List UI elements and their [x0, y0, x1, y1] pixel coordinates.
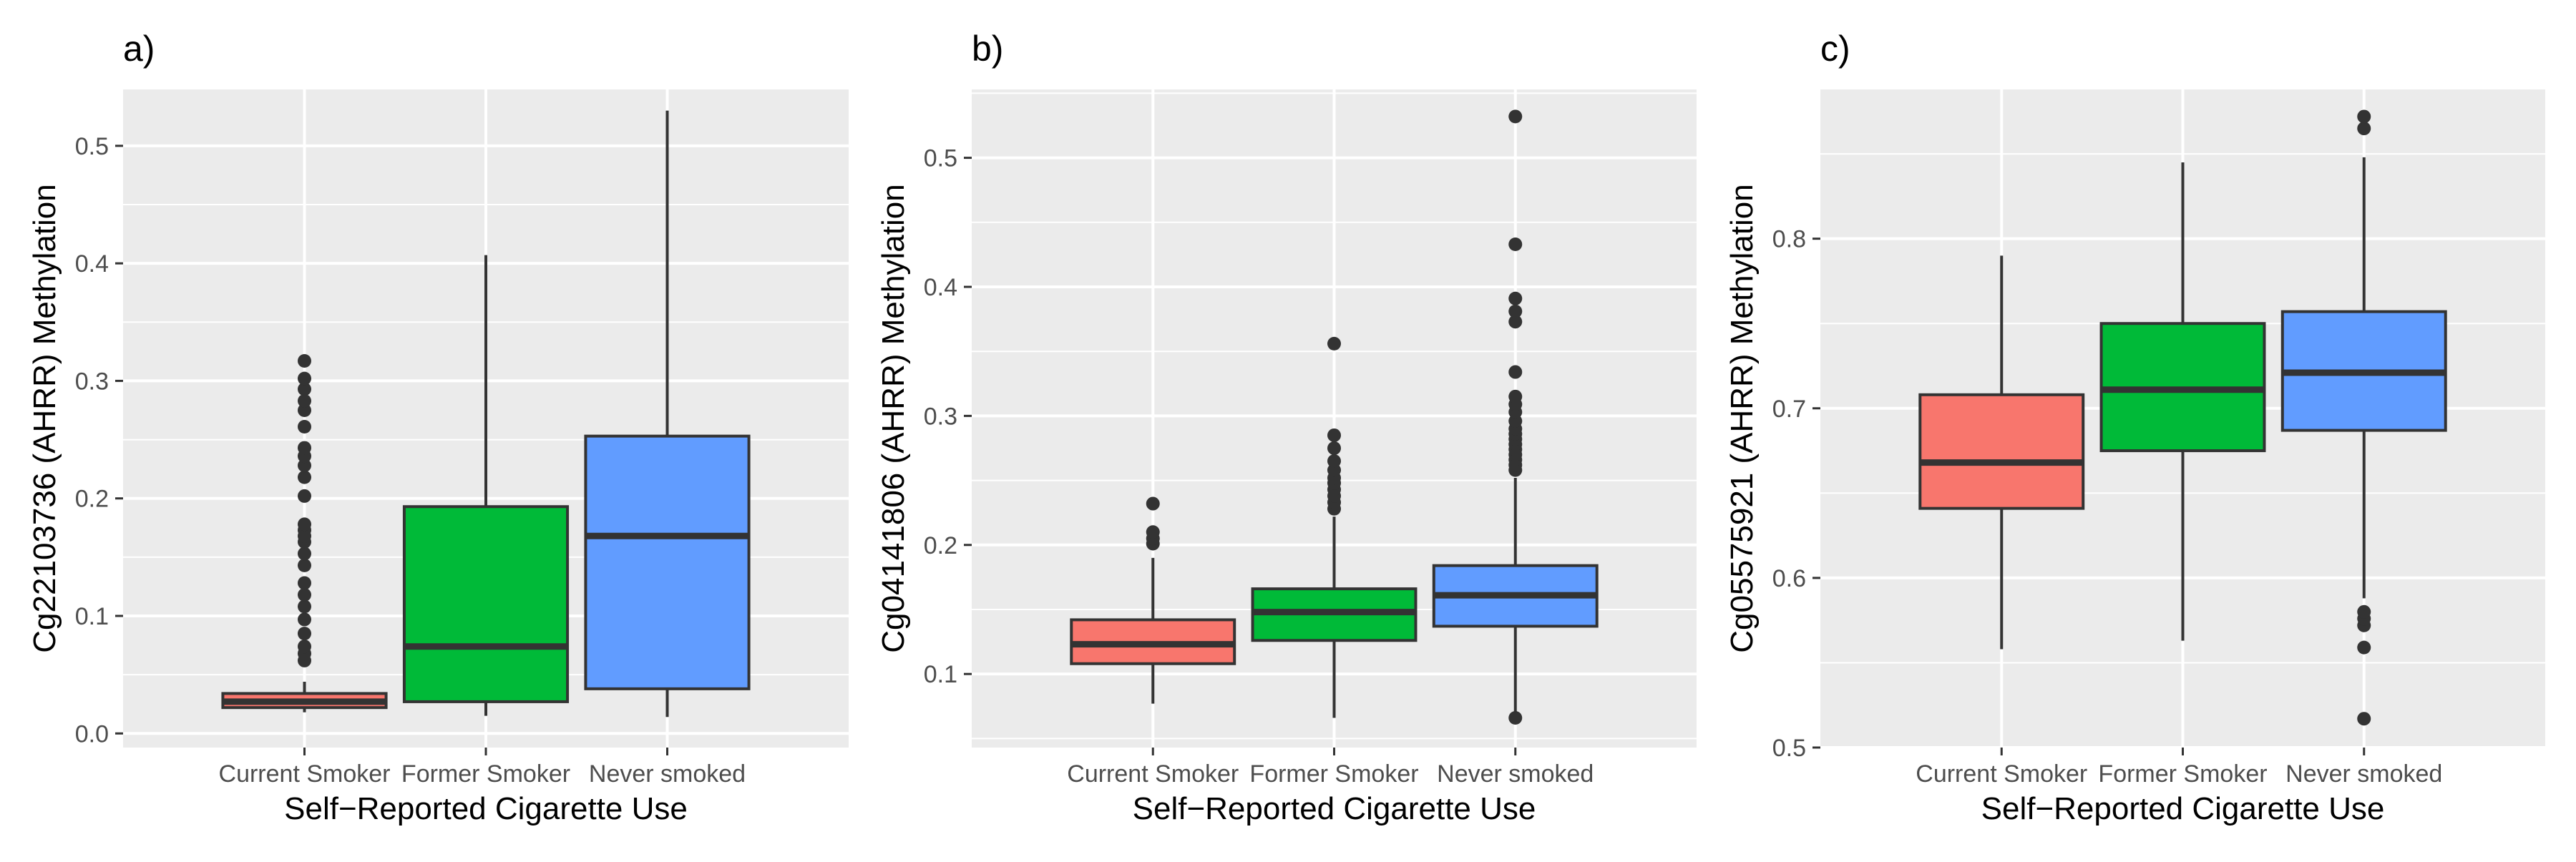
box-never-smoked — [2280, 109, 2447, 726]
outlier-point — [298, 403, 311, 417]
box-former-smoker — [1251, 336, 1418, 718]
outlier-point — [298, 517, 311, 532]
y-tick-label: 0.0 — [75, 720, 109, 748]
outlier-point — [298, 612, 311, 627]
y-tick-label: 0.4 — [75, 250, 109, 278]
y-tick-label: 0.7 — [1772, 396, 1806, 423]
y-tick-label: 0.6 — [1772, 565, 1806, 592]
x-tick-label: Never smoked — [589, 760, 746, 788]
outlier-point — [2357, 640, 2371, 655]
x-tick-label: Never smoked — [2285, 760, 2442, 788]
panel-2: 0.1 0.2 0.3 0.4 0.5 Current Smoker Former Smok… — [876, 29, 1697, 826]
x-tick-label: Current Smoker — [1916, 760, 2087, 788]
x-tick-label: Former Smoker — [1249, 760, 1418, 788]
y-tick-label: 0.3 — [75, 368, 109, 395]
y-tick-label: 0.5 — [1772, 735, 1806, 762]
outlier-point — [298, 558, 311, 572]
y-tick-label: 0.2 — [924, 532, 957, 559]
box-body — [584, 434, 751, 690]
outlier-point — [298, 640, 311, 654]
outlier-point — [1327, 428, 1341, 442]
box-body — [402, 505, 570, 703]
y-axis-title: Cg05575921 (AHRR) Methylation — [1724, 184, 1760, 652]
panel-tag: c) — [1820, 29, 1850, 69]
outlier-point — [298, 627, 311, 641]
x-tick-label: Never smoked — [1437, 760, 1594, 788]
box-current-smoker — [1918, 255, 2085, 650]
outlier-point — [2357, 712, 2371, 726]
outlier-point — [1508, 365, 1523, 379]
y-axis-title: Cg04141806 (AHRR) Methylation — [876, 184, 911, 652]
outlier-point — [1508, 304, 1523, 318]
outlier-point — [1146, 496, 1160, 511]
y-tick-label: 0.2 — [75, 486, 109, 513]
y-tick-label: 0.3 — [924, 403, 957, 430]
y-tick-label: 0.5 — [75, 133, 109, 160]
outlier-point — [1327, 454, 1341, 469]
outlier-point — [298, 547, 311, 561]
x-tick-label: Former Smoker — [401, 760, 570, 788]
box-never-smoked — [1432, 109, 1599, 725]
box-current-smoker — [1070, 496, 1236, 704]
outlier-point — [298, 371, 311, 386]
outlier-point — [2357, 122, 2371, 136]
outlier-point — [1327, 336, 1341, 351]
y-tick-label: 0.8 — [1772, 226, 1806, 253]
outlier-point — [298, 393, 311, 408]
outlier-point — [2357, 109, 2371, 124]
outlier-point — [298, 420, 311, 434]
outlier-point — [1508, 389, 1523, 403]
panel-1: 0.0 0.1 0.2 0.3 0.4 0.5 Current Smoker Former S… — [27, 29, 849, 826]
box-former-smoker — [402, 255, 570, 716]
outlier-point — [1508, 711, 1523, 725]
x-axis-title: Self−Reported Cigarette Use — [1133, 791, 1536, 826]
outlier-point — [298, 599, 311, 614]
outlier-point — [1508, 315, 1523, 329]
outlier-point — [298, 576, 311, 590]
outlier-point — [298, 441, 311, 455]
outlier-point — [298, 470, 311, 484]
y-tick-label: 0.4 — [924, 274, 957, 301]
box-body — [1918, 393, 2085, 510]
x-tick-label: Former Smoker — [2098, 760, 2267, 788]
box-former-smoker — [2099, 162, 2266, 641]
outlier-point — [1508, 291, 1523, 305]
panel-3: 0.5 0.6 0.7 0.8 Current Smoker Former Smoker N… — [1724, 29, 2545, 826]
y-tick-label: 0.1 — [75, 603, 109, 630]
outlier-point — [1508, 237, 1523, 251]
outlier-point — [298, 459, 311, 473]
outlier-point — [2357, 604, 2371, 619]
y-tick-label: 0.1 — [924, 661, 957, 688]
y-axis-title: Cg22103736 (AHRR) Methylation — [27, 184, 62, 652]
x-tick-label: Current Smoker — [219, 760, 391, 788]
outlier-point — [1327, 441, 1341, 455]
outlier-point — [298, 354, 311, 368]
x-axis-title: Self−Reported Cigarette Use — [284, 791, 688, 826]
x-axis-title: Self−Reported Cigarette Use — [1981, 791, 2385, 826]
box-current-smoker — [221, 354, 388, 712]
panel-tag: a) — [123, 29, 155, 69]
y-tick-label: 0.5 — [924, 145, 957, 172]
panel-tag: b) — [972, 29, 1003, 69]
outlier-point — [298, 587, 311, 602]
outlier-point — [298, 489, 311, 503]
outlier-point — [1508, 109, 1523, 124]
outlier-point — [1146, 525, 1160, 539]
x-tick-label: Current Smoker — [1067, 760, 1239, 788]
outlier-point — [298, 382, 311, 396]
box-never-smoked — [584, 110, 751, 717]
